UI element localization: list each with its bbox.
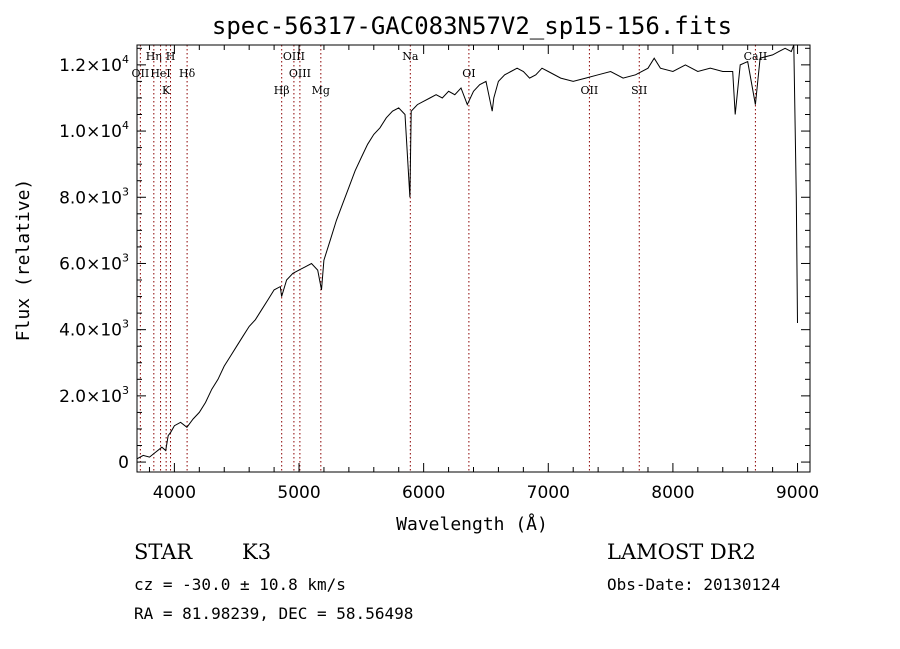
line-marker-label-6: Hβ xyxy=(274,84,290,97)
line-marker-label-0: OII xyxy=(132,67,150,80)
redshift-velocity: cz = -30.0 ± 10.8 km/s xyxy=(134,575,346,594)
x-tick-label-1: 5000 xyxy=(277,483,320,503)
observation-date: Obs-Date: 20130124 xyxy=(607,575,781,594)
line-marker-label-10: Na xyxy=(402,50,419,63)
x-axis-label: Wavelength (Å) xyxy=(396,513,548,535)
line-marker-label-4: H xyxy=(166,50,176,63)
spectrum-plot xyxy=(136,44,798,460)
line-marker-label-3: K xyxy=(162,84,171,97)
y-tick-label-3: 6.0×103 xyxy=(59,251,129,274)
y-tick-label-1: 2.0×103 xyxy=(59,384,129,407)
y-tick-label-0: 0 xyxy=(118,453,129,473)
line-marker-label-12: OII xyxy=(581,84,599,97)
y-tick-label-5: 1.0×104 xyxy=(59,119,129,142)
line-marker-label-1: Hη xyxy=(146,50,162,63)
x-tick-label-4: 8000 xyxy=(651,483,694,503)
line-marker-label-2: HeI xyxy=(150,67,170,80)
object-class: STAR xyxy=(134,540,193,564)
y-axis-ticks: 0 2.0×103 4.0×103 6.0×103 8.0×103 1.0×104 1.2×… xyxy=(59,47,810,473)
line-marker-label-5: Hδ xyxy=(179,67,196,80)
survey-name: LAMOST DR2 xyxy=(607,540,756,564)
x-tick-label-2: 6000 xyxy=(402,483,445,503)
spectral-subclass: K3 xyxy=(242,540,272,564)
line-marker-label-14: CaII xyxy=(744,50,768,63)
x-tick-label-5: 9000 xyxy=(776,483,819,503)
line-marker-label-11: OI xyxy=(462,67,475,80)
chart-title: spec-56317-GAC083N57V2_sp15-156.fits xyxy=(212,12,732,40)
coordinates: RA = 81.98239, DEC = 58.56498 xyxy=(134,604,414,623)
line-marker-label-8: OIII xyxy=(289,67,311,80)
line-marker-label-7: OIII xyxy=(283,50,305,63)
line-marker-label-9: Mg xyxy=(312,84,330,97)
x-tick-label-0: 4000 xyxy=(153,483,196,503)
line-marker-label-13: SII xyxy=(631,84,647,97)
x-axis-ticks: 4000 5000 6000 7000 8000 9000 xyxy=(148,45,819,503)
spectrum-series-0 xyxy=(136,44,798,460)
plot-frame xyxy=(136,44,811,473)
y-tick-label-2: 4.0×103 xyxy=(59,318,129,341)
x-tick-label-3: 7000 xyxy=(527,483,570,503)
y-tick-label-6: 1.2×104 xyxy=(59,53,129,76)
y-tick-label-4: 8.0×103 xyxy=(59,185,129,208)
y-axis-label: Flux (relative) xyxy=(13,179,34,342)
